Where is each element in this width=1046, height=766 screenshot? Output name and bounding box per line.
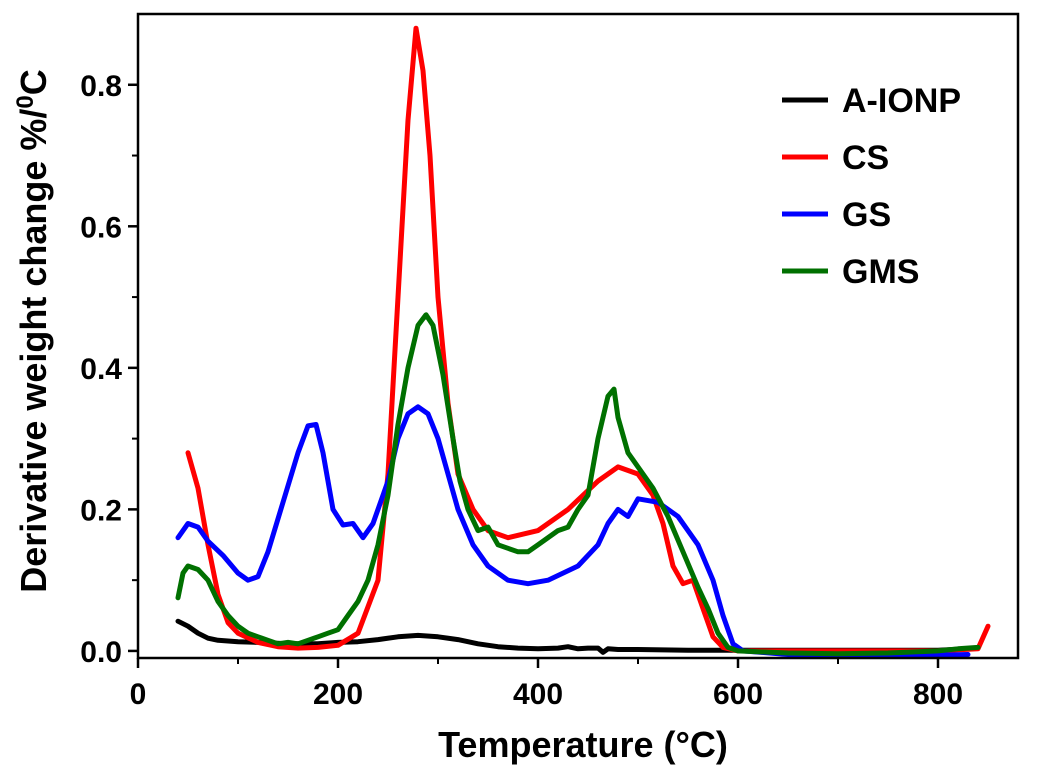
y-tick-label: 0.4 — [80, 353, 122, 386]
y-tick-label: 0.2 — [80, 494, 122, 527]
y-axis-title-superscript: 0 — [12, 95, 39, 108]
legend-label-gms: GMS — [842, 253, 919, 291]
x-tick-label: 600 — [713, 678, 763, 711]
y-axis-title-main: Derivative weight change %/ — [13, 109, 54, 593]
legend-label-gs: GS — [842, 196, 891, 234]
x-axis-title: Temperature (°C) — [438, 724, 728, 765]
y-axis-title: Derivative weight change %/0C — [12, 69, 55, 593]
y-tick-label: 0.0 — [80, 636, 122, 669]
plot-frame — [136, 12, 1020, 660]
x-tick-label: 200 — [313, 678, 363, 711]
series-layer — [175, 25, 991, 658]
y-tick-label: 0.6 — [80, 211, 122, 244]
legend: A-IONP CS GS GMS — [782, 82, 961, 291]
x-axis: 0 200 400 600 800 — [130, 658, 963, 711]
x-tick-label: 0 — [130, 678, 147, 711]
series-line-gms — [175, 312, 981, 657]
x-tick-label: 400 — [513, 678, 563, 711]
series-line-gs — [175, 404, 971, 658]
legend-label-cs: CS — [842, 139, 889, 177]
y-tick-label: 0.8 — [80, 70, 122, 103]
x-tick-label: 800 — [913, 678, 963, 711]
y-axis: 0.0 0.2 0.4 0.6 0.8 — [80, 70, 138, 669]
series-line-cs — [185, 25, 991, 654]
legend-label-a-ionp: A-IONP — [842, 82, 961, 120]
y-axis-title-unit: C — [13, 69, 54, 95]
